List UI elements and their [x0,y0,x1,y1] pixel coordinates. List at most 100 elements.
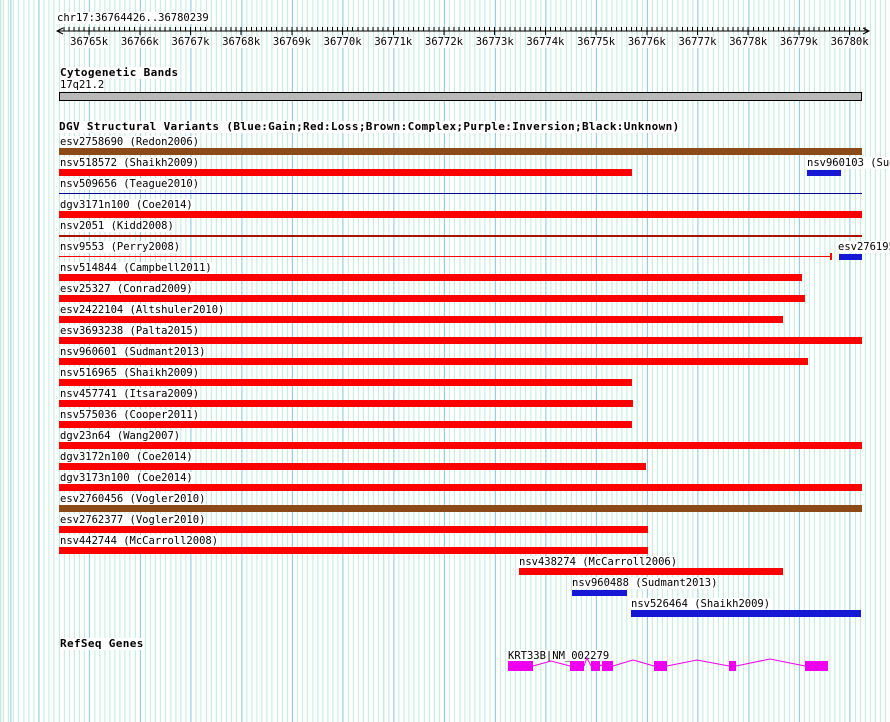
variant-row: dgv3172n100 (Coe2014) [0,451,890,472]
variant-row: nsv516965 (Shaikh2009) [0,367,890,388]
variant-row: esv2758690 (Redon2006) [0,136,890,157]
variant-label[interactable]: dgv23n64 (Wang2007) [60,430,181,442]
variant-bar[interactable] [519,568,783,575]
gene-model [508,656,828,671]
variant-label[interactable]: nsv457741 (Itsara2009) [60,388,200,400]
variant-label[interactable]: dgv3173n100 (Coe2014) [60,472,193,484]
variant-label[interactable]: nsv526464 (Shaikh2009) [631,598,771,610]
variant-bar[interactable] [59,316,783,323]
gene-label[interactable]: KRT33B|NM_002279 [508,650,610,662]
variant-bar[interactable] [59,234,862,237]
variant-label[interactable]: esv25327 (Conrad2009) [60,283,193,295]
variant-label[interactable]: nsv960103 (Sudmant2013) [807,157,890,169]
variant-bar[interactable] [59,295,805,302]
variant-label[interactable]: nsv960601 (Sudmant2013) [60,346,206,358]
variant-label[interactable]: esv2422104 (Altshuler2010) [60,304,225,316]
variant-bar[interactable] [59,379,632,386]
variant-row: dgv3171n100 (Coe2014) [0,199,890,220]
variant-label[interactable]: dgv3172n100 (Coe2014) [60,451,193,463]
variant-label[interactable]: nsv518572 (Shaikh2009) [60,157,200,169]
variant-row: dgv23n64 (Wang2007) [0,430,890,451]
variant-row: nsv960601 (Sudmant2013) [0,346,890,367]
variant-bar[interactable] [59,547,648,554]
variant-label[interactable]: nsv516965 (Shaikh2009) [60,367,200,379]
variant-row: nsv526464 (Shaikh2009) [0,598,890,619]
variant-label[interactable]: nsv575036 (Cooper2011) [60,409,200,421]
variant-row: nsv2051 (Kidd2008) [0,220,890,241]
ruler-tick-label: 36776k [627,36,666,48]
variant-bar[interactable] [59,211,862,218]
variant-bar[interactable] [59,148,862,155]
ruler-tick-label: 36778k [729,36,768,48]
variant-bar[interactable] [59,484,862,491]
variant-row: esv25327 (Conrad2009) [0,283,890,304]
coordinate-ruler [55,27,871,35]
region-title: chr17:36764426..36780239 [57,12,209,24]
cytogenetic-bands-header: Cytogenetic Bands [60,66,179,79]
variant-label[interactable]: esv3693238 (Palta2015) [60,325,200,337]
variant-row: nsv509656 (Teague2010) [0,178,890,199]
variant-bar[interactable] [59,442,862,449]
variant-label[interactable]: nsv509656 (Teague2010) [60,178,200,190]
variant-label[interactable]: nsv9553 (Perry2008) [60,241,181,253]
variant-label[interactable]: dgv3171n100 (Coe2014) [60,199,193,211]
variant-label[interactable]: esv2760456 (Vogler2010) [60,493,206,505]
variant-bar[interactable] [59,193,862,194]
dgv-track-header: DGV Structural Variants (Blue:Gain;Red:L… [59,120,680,133]
variant-row: nsv9553 (Perry2008) esv2761955 [0,241,890,262]
variant-bar[interactable] [839,253,862,260]
gene-exon[interactable] [805,661,828,671]
ruler-tick-label: 36769k [272,36,311,48]
variant-row: nsv457741 (Itsara2009) [0,388,890,409]
ruler-tick-label: 36780k [830,36,869,48]
variant-bar[interactable] [59,274,802,281]
variant-bar[interactable] [59,256,831,257]
gene-intron-line [532,656,806,667]
gene-exon[interactable] [729,661,736,671]
variant-label[interactable]: nsv2051 (Kidd2008) [60,220,174,232]
variant-bar[interactable] [572,589,627,596]
ruler-tick-label: 36775k [577,36,616,48]
variant-row: dgv3173n100 (Coe2014) [0,472,890,493]
variant-label[interactable]: nsv960488 (Sudmant2013) [572,577,718,589]
variant-bar[interactable] [59,463,646,470]
variant-row: esv3693238 (Palta2015) [0,325,890,346]
variant-bar[interactable] [59,337,862,344]
variant-label[interactable]: esv2762377 (Vogler2010) [60,514,206,526]
variant-label[interactable]: esv2758690 (Redon2006) [60,136,200,148]
variant-row: nsv442744 (McCarroll2008) [0,535,890,556]
variant-row: nsv518572 (Shaikh2009) nsv960103 (Sudmant… [0,157,890,178]
ruler-tick-label: 36768k [222,36,261,48]
ruler-tick-label: 36770k [323,36,362,48]
variant-row: esv2422104 (Altshuler2010) [0,304,890,325]
variant-row: esv2762377 (Vogler2010) [0,514,890,535]
gene-exon[interactable] [508,661,533,671]
variant-endcap [830,253,832,260]
gene-exon[interactable] [602,661,613,671]
variant-bar[interactable] [807,169,841,176]
gene-exon[interactable] [654,661,667,671]
variant-bar[interactable] [631,610,861,617]
cytoband-bar [59,92,862,101]
variant-label[interactable]: esv2761955 [838,241,890,253]
variant-bar[interactable] [59,358,808,365]
variant-bar[interactable] [59,400,633,407]
gene-exon[interactable] [591,661,600,671]
ruler-tick-label: 36765k [70,36,109,48]
cytoband-label: 17q21.2 [60,79,105,91]
variant-row: nsv575036 (Cooper2011) [0,409,890,430]
gene-exon[interactable] [570,661,584,671]
variant-label[interactable]: nsv514844 (Campbell2011) [60,262,212,274]
variant-bar[interactable] [59,169,632,176]
variant-row: nsv514844 (Campbell2011) [0,262,890,283]
variant-label[interactable]: nsv442744 (McCarroll2008) [60,535,219,547]
ruler-tick-label: 36766k [120,36,159,48]
refseq-genes-header: RefSeq Genes [60,637,144,650]
ruler-tick-label: 36779k [779,36,818,48]
variant-bar[interactable] [59,526,648,533]
ruler-tick-label: 36771k [374,36,413,48]
variant-label[interactable]: nsv438274 (McCarroll2006) [519,556,678,568]
variant-bar[interactable] [59,505,862,512]
variant-bar[interactable] [59,421,632,428]
